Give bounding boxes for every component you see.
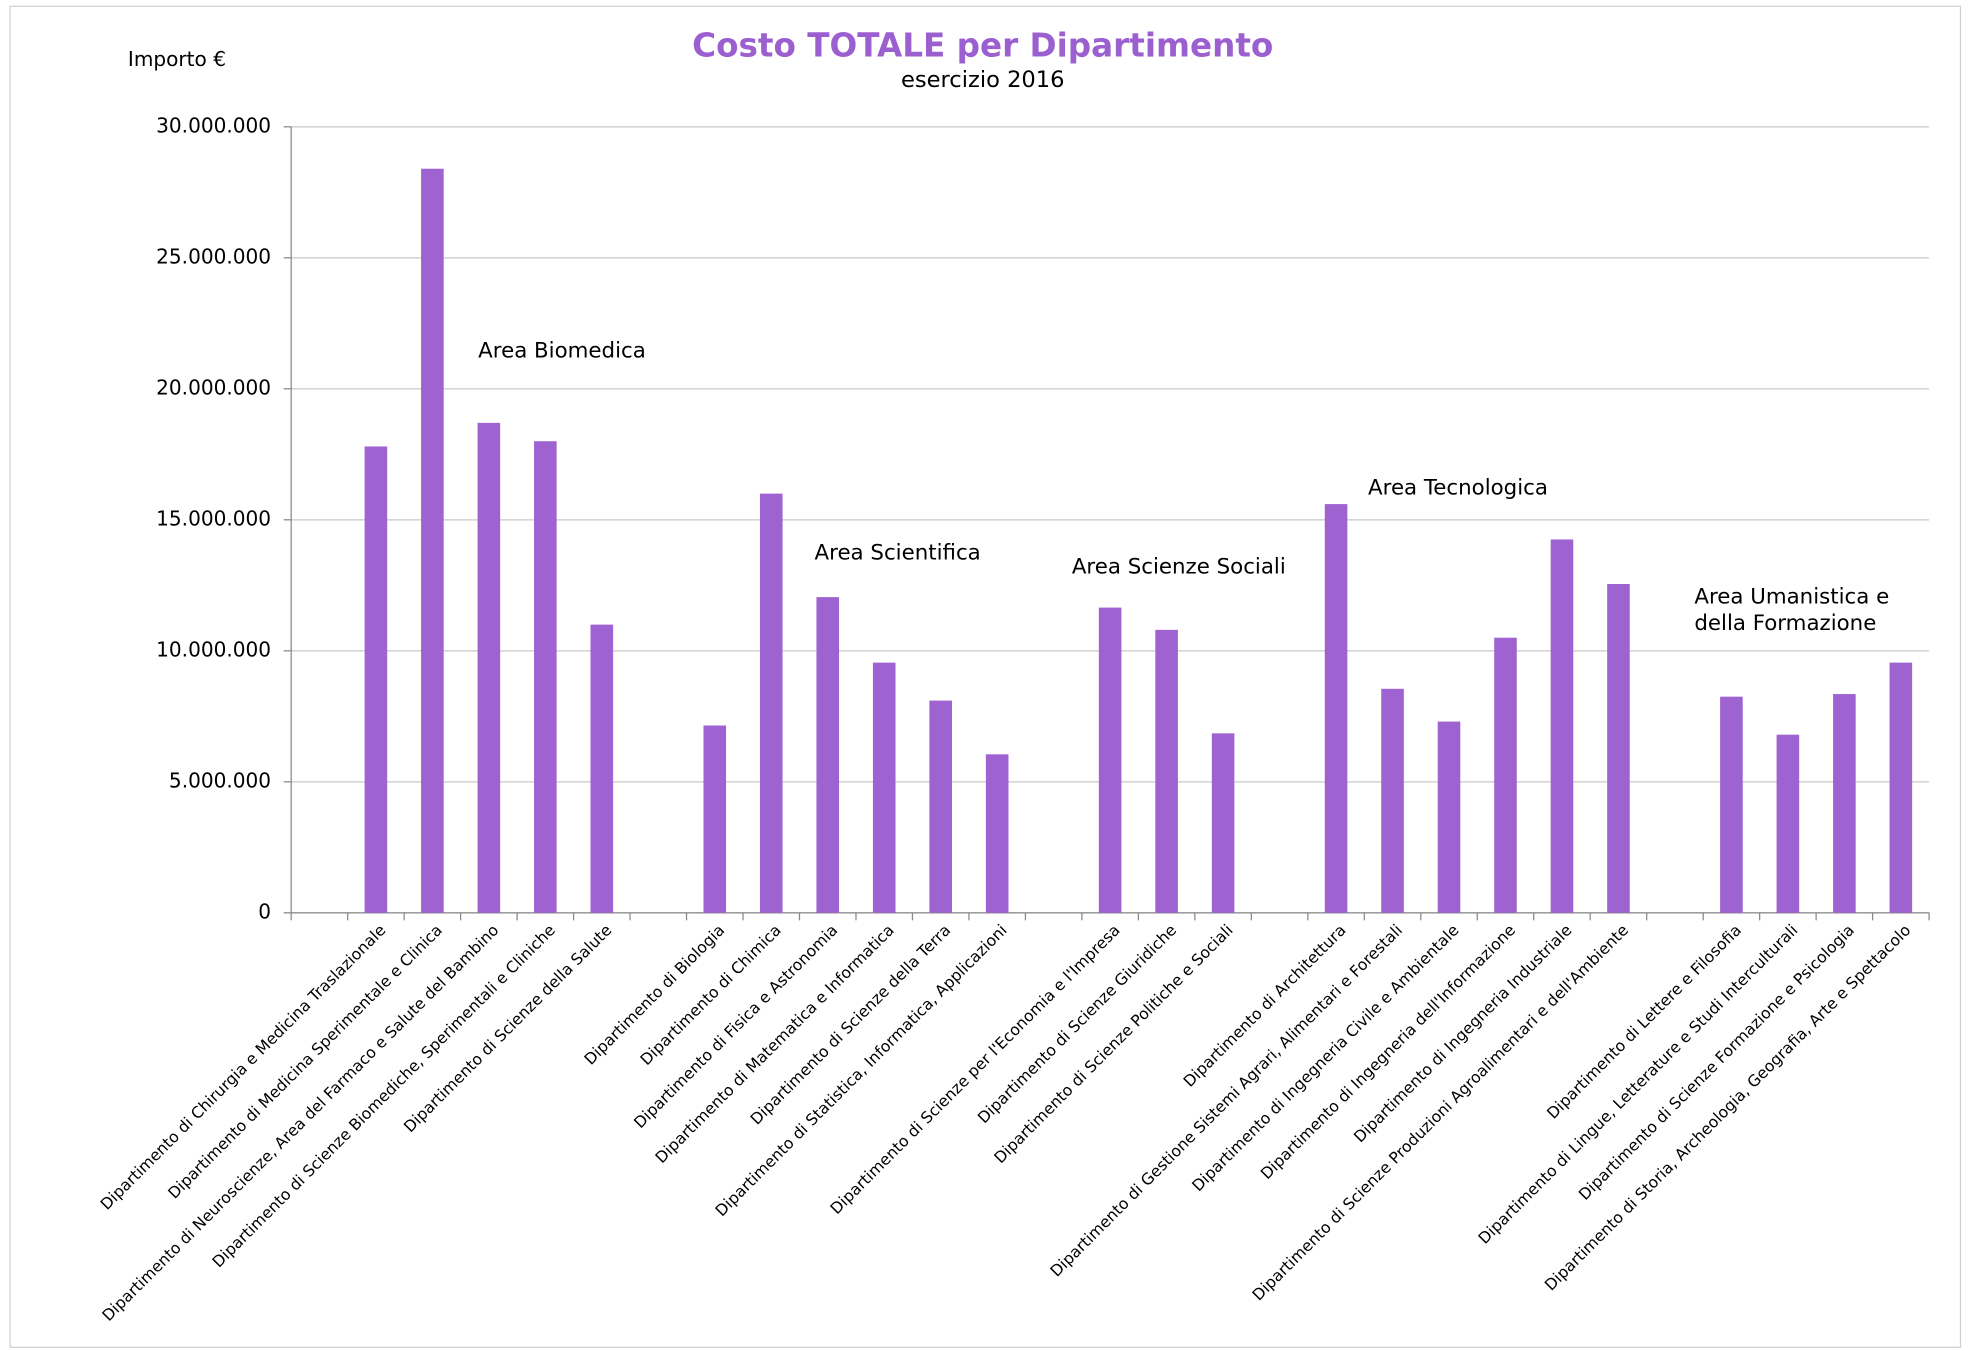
x-tick-label: Dipartimento di Scienze Formazione e Psi… xyxy=(1575,920,1858,1203)
chart-frame xyxy=(9,5,1962,1348)
bar xyxy=(985,754,1009,913)
annotation: Area Umanistica e xyxy=(1694,585,1889,610)
x-tick-label: Dipartimento di Scienze Giuridiche xyxy=(974,920,1181,1127)
x-tick-label-group: Dipartimento di Lettere e Filosofia xyxy=(1543,920,1745,1122)
bar xyxy=(534,441,557,913)
x-tick-label: Dipartimento di Scienze della Terra xyxy=(746,920,954,1128)
x-tick-label-group: Dipartimento di Ingegneria Civile e Ambi… xyxy=(1188,920,1463,1195)
x-tick-label: Dipartimento di Ingegneria Civile e Ambi… xyxy=(1188,920,1463,1195)
x-tick-label-group: Dipartimento di Storia, Archeologia, Geo… xyxy=(1541,920,1915,1294)
y-tick-label: 20.000.000 xyxy=(156,375,271,399)
bar xyxy=(1776,734,1800,913)
y-tick-label: 25.000.000 xyxy=(156,244,271,268)
bar xyxy=(1889,662,1913,913)
bar xyxy=(1098,607,1122,913)
bar xyxy=(477,422,501,913)
x-tick-label: Dipartimento di Fisica e Astronomia xyxy=(630,920,841,1132)
x-tick-label-group: Dipartimento di Scienze della Terra xyxy=(746,920,954,1128)
annotation: Area Biomedica xyxy=(478,339,646,364)
annotation: Area Tecnologica xyxy=(1368,475,1548,500)
y-axis-label: Importo € xyxy=(128,47,226,71)
x-tick-label: Dipartimento di Scienze della Salute xyxy=(400,920,616,1136)
bar xyxy=(1437,721,1461,913)
bar xyxy=(421,168,444,913)
x-tick-label-group: Dipartimento di Scienze della Salute xyxy=(400,920,616,1136)
y-tick-label: 15.000.000 xyxy=(156,506,271,530)
bar xyxy=(1607,584,1630,913)
bar xyxy=(872,662,896,913)
bar xyxy=(759,493,783,913)
bar xyxy=(1833,694,1856,913)
bar xyxy=(364,446,388,913)
bar xyxy=(1324,504,1348,913)
x-tick-label: Dipartimento di Neuroscienze, Area del F… xyxy=(98,920,502,1324)
bar xyxy=(1494,637,1517,913)
bar xyxy=(1211,733,1235,913)
x-tick-label-group: Dipartimento di Scienze Giuridiche xyxy=(974,920,1181,1127)
chart-title: Costo TOTALE per Dipartimento xyxy=(692,27,1273,65)
bar xyxy=(1550,539,1574,913)
bar xyxy=(1381,688,1404,913)
x-tick-label-group: Dipartimento di Neuroscienze, Area del F… xyxy=(98,920,502,1324)
bar xyxy=(703,725,727,913)
bar xyxy=(929,700,952,913)
annotation: Area Scienze Sociali xyxy=(1072,555,1286,580)
annotation: della Formazione xyxy=(1694,611,1876,636)
x-tick-label-group: Dipartimento di Fisica e Astronomia xyxy=(630,920,841,1132)
y-tick-label: 5.000.000 xyxy=(169,768,271,792)
x-tick-label: Dipartimento di Lettere e Filosofia xyxy=(1543,920,1745,1122)
bar xyxy=(816,597,840,913)
y-tick-label: 0 xyxy=(258,899,271,923)
y-tick-label: 30.000.000 xyxy=(156,113,271,137)
bar xyxy=(1155,629,1178,913)
bar xyxy=(590,624,614,913)
chart-subtitle: esercizio 2016 xyxy=(901,67,1065,93)
x-tick-label: Dipartimento di Storia, Archeologia, Geo… xyxy=(1541,920,1915,1294)
y-tick-label: 10.000.000 xyxy=(156,637,271,661)
x-tick-label-group: Dipartimento di Scienze Formazione e Psi… xyxy=(1575,920,1858,1203)
bar xyxy=(1720,696,1743,913)
annotation: Area Scientifica xyxy=(815,541,981,566)
